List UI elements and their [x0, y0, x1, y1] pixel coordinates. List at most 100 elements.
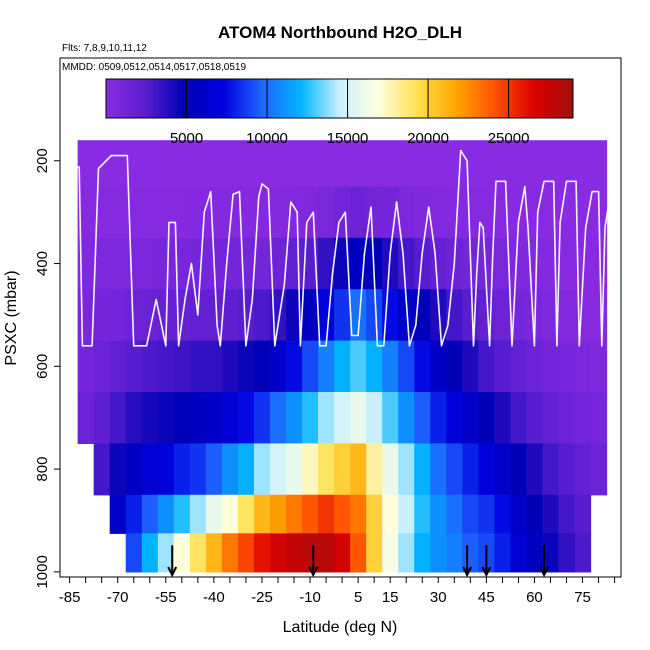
heatmap-cell: [286, 186, 303, 239]
heatmap-cell: [302, 443, 319, 496]
heatmap-cell: [558, 392, 576, 444]
heatmap-cell: [253, 140, 271, 188]
heatmap-cell: [350, 289, 367, 342]
heatmap-cell: [334, 289, 351, 342]
heatmap-cell: [302, 140, 319, 188]
heatmap-cell: [237, 392, 255, 444]
heatmap-cell: [189, 340, 207, 393]
heatmap-cell: [590, 340, 608, 393]
heatmap-cell: [542, 443, 560, 496]
heatmap-cell: [237, 186, 255, 239]
heatmap-cell: [318, 186, 335, 239]
heatmap-cell: [446, 443, 463, 496]
x-tick-label: -70: [107, 589, 129, 606]
heatmap-cell: [430, 237, 447, 290]
heatmap-cell: [157, 186, 175, 239]
heatmap-cell: [462, 533, 479, 573]
heatmap-cell: [446, 494, 463, 534]
heatmap-cell: [173, 392, 191, 444]
heatmap-cell: [494, 392, 511, 444]
heatmap-cell: [414, 494, 431, 534]
heatmap-cell: [173, 186, 191, 239]
heatmap-cell: [318, 494, 335, 534]
colorbar-tick-label: 10000: [246, 130, 288, 147]
heatmap-cell: [542, 237, 560, 290]
heatmap-cell: [526, 392, 544, 444]
heatmap-cell: [286, 533, 303, 573]
heatmap-cell: [398, 533, 415, 573]
x-tick-label: 15: [382, 589, 399, 606]
heatmap-cell: [574, 340, 592, 393]
heatmap-cell: [350, 533, 367, 573]
heatmap-cell: [462, 186, 479, 239]
heatmap-cell: [494, 237, 511, 290]
heatmap-cell: [462, 140, 479, 188]
heatmap-cell: [574, 392, 592, 444]
heatmap-cell: [109, 494, 127, 534]
heatmap-cell: [590, 392, 608, 444]
heatmap-cell: [462, 392, 479, 444]
y-tick-label: 800: [34, 457, 51, 482]
colorbar-gradient: [105, 78, 574, 119]
heatmap-cell: [109, 392, 127, 444]
heatmap-cell: [173, 340, 191, 393]
heatmap-cell: [221, 443, 239, 496]
heatmap-cell: [494, 140, 511, 188]
heatmap-cell: [430, 140, 447, 188]
heatmap-cell: [189, 533, 207, 573]
heatmap-cell: [350, 494, 367, 534]
heatmap-cell: [318, 533, 335, 573]
heatmap-cell: [93, 289, 111, 342]
flight-track-line: [59, 149, 616, 572]
heatmap-cell: [157, 237, 175, 290]
heatmap-cell: [590, 443, 608, 496]
heatmap-cell: [478, 392, 495, 444]
heatmap-cell: [269, 443, 287, 496]
heatmap-cell: [302, 186, 319, 239]
heatmap-cell: [398, 237, 415, 290]
heatmap-cell: [109, 289, 127, 342]
heatmap-cell: [542, 186, 560, 239]
heatmap-cell: [109, 186, 127, 239]
x-tick-label: 5: [354, 589, 362, 606]
heatmap-cell: [366, 340, 383, 393]
heatmap-cell: [510, 392, 528, 444]
heatmap-cell: [526, 140, 544, 188]
heatmap-cell: [334, 140, 351, 188]
y-tick-label: 1000: [34, 555, 51, 588]
heatmap-cell: [398, 340, 415, 393]
heatmap-cell: [318, 237, 335, 290]
heatmap-cell: [526, 494, 544, 534]
heatmap-cell: [157, 340, 175, 393]
heatmap-cell: [414, 533, 431, 573]
heatmap-cell: [478, 443, 495, 496]
heatmap-cell: [157, 494, 175, 534]
heatmap-cell: [125, 494, 143, 534]
heatmap-cell: [302, 289, 319, 342]
heatmap-cell: [558, 289, 576, 342]
heatmap-cell: [430, 186, 447, 239]
heatmap-cell: [462, 340, 479, 393]
heatmap-cell: [574, 289, 592, 342]
heatmap-cell: [269, 140, 287, 188]
heatmap-cell: [269, 494, 287, 534]
colorbar-tick-label: 5000: [170, 130, 203, 147]
heatmap-cell: [334, 533, 351, 573]
heatmap-cell: [253, 443, 271, 496]
heatmap-cell: [141, 392, 159, 444]
heatmap-cell: [558, 186, 576, 239]
heatmap-cell: [77, 186, 95, 239]
colorbar-tick-label: 25000: [488, 130, 530, 147]
colorbar: 5000 10000 15000 20000 25000: [105, 78, 574, 147]
heatmap-cell: [526, 533, 544, 573]
x-tick-label: 30: [430, 589, 447, 606]
heatmap-cell: [350, 443, 367, 496]
heatmap-cell: [189, 237, 207, 290]
heatmap-cell: [430, 443, 447, 496]
heatmap-cell: [478, 186, 495, 239]
profile-marker-arrowhead: [167, 566, 178, 578]
heatmap-cell: [125, 237, 143, 290]
heatmap-cell: [125, 340, 143, 393]
heatmap-cell: [173, 443, 191, 496]
heatmap-cell: [382, 340, 399, 393]
